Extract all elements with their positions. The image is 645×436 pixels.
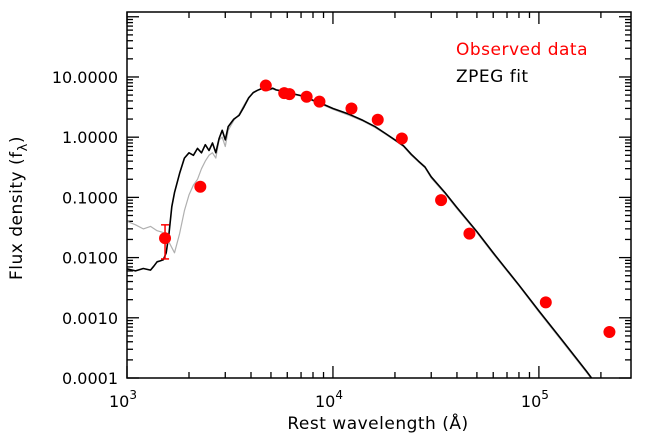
observed-data-point bbox=[159, 232, 172, 245]
x-tick-label: 104 bbox=[315, 388, 343, 411]
observed-data-point bbox=[435, 194, 448, 207]
x-tick-label-base: 10 bbox=[521, 392, 541, 411]
y-axis-label: Flux density (fλ) bbox=[7, 136, 31, 280]
y-tick-label: 0.0001 bbox=[62, 369, 118, 388]
legend-observed-data: Observed data bbox=[456, 40, 588, 60]
y-axis-label-subscript: λ bbox=[16, 143, 31, 151]
series-layer bbox=[127, 86, 593, 378]
y-tick-label: 10.0000 bbox=[52, 68, 118, 87]
y-axis-label-close: ) bbox=[7, 136, 27, 143]
observed-data-point bbox=[539, 296, 552, 309]
observed-data-point bbox=[345, 102, 358, 115]
observed-data-point bbox=[259, 79, 272, 92]
x-tick-label: 103 bbox=[109, 388, 137, 411]
y-tick-labels: 10.0000 1.0000 0.1000 0.0100 0.0010 0.0001 bbox=[52, 68, 118, 388]
y-tick-label: 1.0000 bbox=[62, 128, 118, 147]
template-fit-line bbox=[127, 87, 592, 378]
zpeg-fit-line bbox=[127, 86, 593, 378]
observed-data-point bbox=[313, 95, 326, 108]
observed-data-point bbox=[463, 227, 476, 240]
plot-frame bbox=[126, 11, 632, 379]
observed-data-point bbox=[395, 132, 408, 145]
y-axis-label-main: Flux density (f bbox=[7, 151, 27, 280]
observed-data-point bbox=[194, 180, 207, 193]
x-tick-label-base: 10 bbox=[315, 392, 335, 411]
x-tick-label-exponent: 5 bbox=[541, 388, 549, 402]
observed-data-point bbox=[371, 113, 384, 126]
x-tick-label: 105 bbox=[521, 388, 549, 411]
legend: Observed data ZPEG fit bbox=[456, 40, 588, 87]
observed-data-point bbox=[603, 326, 616, 339]
observed-points-layer bbox=[159, 79, 616, 339]
y-tick-label: 0.0010 bbox=[62, 309, 118, 328]
observed-data-point bbox=[300, 90, 313, 103]
x-axis-label: Rest wavelength (Å) bbox=[287, 412, 468, 434]
y-tick-label: 0.1000 bbox=[62, 188, 118, 207]
axis-ticks bbox=[126, 12, 631, 379]
y-tick-label: 0.0100 bbox=[62, 249, 118, 268]
x-tick-label-exponent: 3 bbox=[129, 388, 137, 402]
x-tick-labels: 103 104 105 bbox=[109, 388, 549, 411]
x-tick-label-exponent: 4 bbox=[335, 388, 343, 402]
x-tick-label-base: 10 bbox=[109, 392, 129, 411]
legend-zpeg-fit: ZPEG fit bbox=[456, 67, 529, 87]
observed-data-point bbox=[283, 88, 296, 101]
